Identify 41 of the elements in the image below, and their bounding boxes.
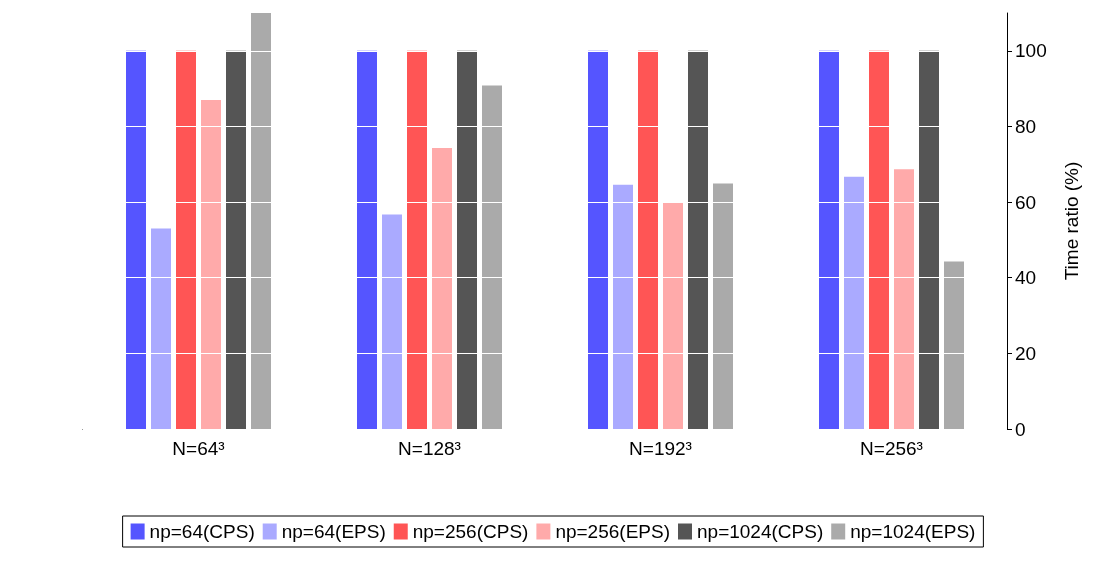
legend-label: np=64(EPS): [281, 521, 386, 542]
legend-label: np=256(CPS): [412, 521, 529, 542]
bar: [226, 50, 246, 429]
bar: [126, 50, 146, 429]
x-tick-label: N=192³: [629, 438, 692, 459]
bar: [613, 184, 633, 429]
bar: [251, 13, 271, 429]
legend-label: np=1024(CPS): [696, 521, 824, 542]
bar: [432, 148, 452, 429]
x-tick-label: N=128³: [398, 438, 461, 459]
y-tick-label: 80: [1015, 115, 1037, 137]
bar: [819, 50, 839, 429]
bar: [663, 202, 683, 429]
bar: [638, 50, 658, 429]
bar: [688, 50, 708, 429]
y-tick-label: 60: [1015, 191, 1037, 213]
bar: [176, 50, 196, 429]
bar: [407, 50, 427, 429]
bar: [357, 50, 377, 429]
x-tick-label: N=64³: [172, 438, 225, 459]
bar: [482, 85, 502, 429]
y-tick-label: 0: [1015, 418, 1026, 440]
bar: [201, 99, 221, 429]
bar: [382, 214, 402, 429]
x-tick-label: N=256³: [860, 438, 923, 459]
bar: [919, 50, 939, 429]
bar: [151, 228, 171, 429]
y-axis-title: Time ratio (%): [1061, 161, 1082, 281]
legend-label: np=1024(EPS): [850, 521, 976, 542]
legend-label: np=256(EPS): [555, 521, 670, 542]
bar: [894, 169, 914, 429]
legend-label: np=64(CPS): [149, 521, 255, 542]
bar: [844, 176, 864, 429]
y-tick-label: 40: [1015, 267, 1037, 289]
bar: [944, 261, 964, 429]
y-tick-label: 20: [1015, 342, 1037, 364]
bar: [713, 183, 733, 429]
bar: [457, 50, 477, 429]
bar: [869, 50, 889, 429]
bar: [588, 50, 608, 429]
y-tick-label: 100: [1015, 40, 1047, 62]
